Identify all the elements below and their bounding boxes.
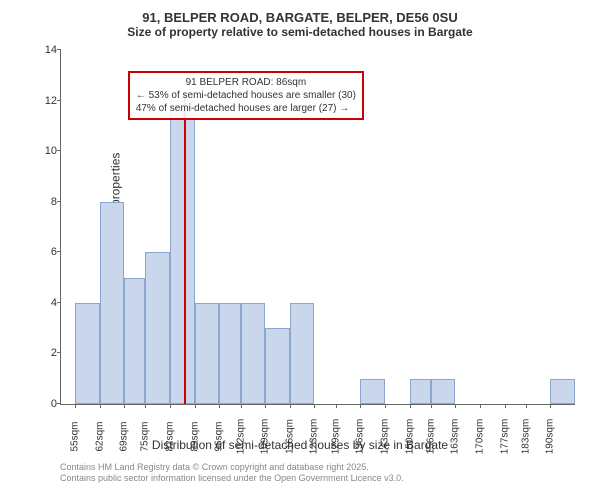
histogram-bar <box>75 303 100 404</box>
histogram-bar <box>290 303 315 404</box>
y-tick-label: 2 <box>33 347 57 359</box>
marker-line <box>184 92 186 404</box>
histogram-bar <box>360 379 385 404</box>
x-tick-mark <box>314 404 315 408</box>
histogram-bar <box>100 202 125 404</box>
histogram-bar <box>195 303 220 404</box>
annotation-line2: ← 53% of semi-detached houses are smalle… <box>136 89 356 102</box>
histogram-bar <box>265 328 290 404</box>
histogram-bar <box>124 278 145 404</box>
chart-title-sub: Size of property relative to semi-detach… <box>10 25 590 39</box>
attribution-text: Contains HM Land Registry data © Crown c… <box>60 462 404 484</box>
x-tick-label: 55sqm <box>70 421 81 451</box>
x-tick-mark <box>124 404 125 408</box>
x-tick-mark <box>526 404 527 408</box>
x-tick-label: 163sqm <box>450 419 461 455</box>
x-tick-mark <box>550 404 551 408</box>
attribution-line1: Contains HM Land Registry data © Crown c… <box>60 462 404 473</box>
y-tick-label: 4 <box>33 297 57 309</box>
histogram-bar <box>170 101 195 404</box>
x-tick-label: 170sqm <box>474 419 485 455</box>
y-tick-label: 6 <box>33 246 57 258</box>
y-tick-label: 12 <box>33 95 57 107</box>
x-tick-label: 183sqm <box>520 419 531 455</box>
y-tick-mark <box>57 150 61 151</box>
chart-container: 91, BELPER ROAD, BARGATE, BELPER, DE56 0… <box>10 10 590 490</box>
annotation-box: 91 BELPER ROAD: 86sqm← 53% of semi-detac… <box>128 71 364 120</box>
x-tick-label: 190sqm <box>545 419 556 455</box>
annotation-line1: 91 BELPER ROAD: 86sqm <box>136 76 356 89</box>
x-tick-mark <box>455 404 456 408</box>
y-tick-mark <box>57 100 61 101</box>
x-tick-label: 69sqm <box>119 421 130 451</box>
histogram-bar <box>410 379 431 404</box>
x-tick-mark <box>385 404 386 408</box>
x-tick-label: 62sqm <box>94 421 105 451</box>
x-tick-mark <box>336 404 337 408</box>
histogram-bar <box>219 303 240 404</box>
y-tick-mark <box>57 201 61 202</box>
y-tick-label: 14 <box>33 44 57 56</box>
histogram-bar <box>550 379 575 404</box>
histogram-bar <box>241 303 266 404</box>
x-tick-mark <box>219 404 220 408</box>
x-tick-mark <box>480 404 481 408</box>
histogram-bar <box>431 379 456 404</box>
x-tick-mark <box>431 404 432 408</box>
x-tick-label: 177sqm <box>499 419 510 455</box>
x-tick-mark <box>170 404 171 408</box>
x-tick-mark <box>195 404 196 408</box>
annotation-line3: 47% of semi-detached houses are larger (… <box>136 102 356 115</box>
plot-area: 0246810121455sqm62sqm69sqm75sqm82sqm89sq… <box>60 50 575 405</box>
y-tick-mark <box>57 251 61 252</box>
x-tick-mark <box>290 404 291 408</box>
attribution-line2: Contains public sector information licen… <box>60 473 404 484</box>
y-tick-label: 10 <box>33 145 57 157</box>
y-tick-label: 8 <box>33 196 57 208</box>
y-tick-mark <box>57 352 61 353</box>
y-tick-mark <box>57 403 61 404</box>
y-tick-mark <box>57 49 61 50</box>
x-tick-mark <box>410 404 411 408</box>
y-tick-label: 0 <box>33 398 57 410</box>
x-tick-mark <box>100 404 101 408</box>
y-tick-mark <box>57 302 61 303</box>
x-tick-mark <box>265 404 266 408</box>
x-tick-mark <box>145 404 146 408</box>
x-tick-mark <box>505 404 506 408</box>
x-tick-mark <box>360 404 361 408</box>
x-tick-mark <box>241 404 242 408</box>
x-axis-label: Distribution of semi-detached houses by … <box>152 438 448 452</box>
chart-title-main: 91, BELPER ROAD, BARGATE, BELPER, DE56 0… <box>10 10 590 25</box>
x-tick-label: 75sqm <box>140 421 151 451</box>
histogram-bar <box>145 252 170 404</box>
x-tick-mark <box>75 404 76 408</box>
